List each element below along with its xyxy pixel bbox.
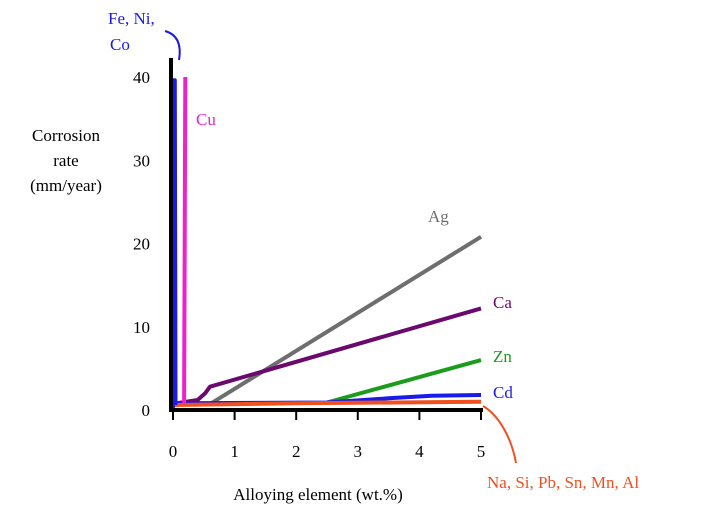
fe-ni-co-leader — [164, 30, 181, 61]
y-tick-label: 0 — [142, 401, 151, 420]
series-label-zn: Zn — [493, 347, 512, 366]
series-label-cd: Cd — [493, 383, 513, 402]
y-ticks: 0 10 20 30 40 — [133, 68, 150, 420]
series-line-fe-ni-co — [171, 78, 178, 409]
y-tick-label: 40 — [133, 68, 150, 87]
na-si-leader — [482, 405, 517, 464]
x-tick-label: 1 — [230, 442, 239, 461]
x-tick-label: 5 — [477, 442, 486, 461]
series-line-ca — [175, 306, 482, 406]
x-tick-label: 2 — [292, 442, 301, 461]
y-axis-title-line-3: (mm/year) — [30, 176, 102, 195]
x-tick-label: 0 — [169, 442, 178, 461]
series-lines — [171, 76, 483, 409]
y-axis-title-line-2: rate — [53, 151, 78, 170]
series-label-cu: Cu — [196, 110, 216, 129]
series-label-ag: Ag — [428, 207, 449, 226]
y-axis-title-line-1: Corrosion — [32, 126, 101, 145]
series-line-ag — [210, 235, 483, 406]
series-label-fe-ni-co-line-2: Co — [110, 35, 130, 54]
series-label-fe-ni-co-line-1: Fe, Ni, — [108, 9, 155, 28]
x-tick-label: 4 — [415, 442, 424, 461]
series-label-na-si-pb-sn-mn-al: Na, Si, Pb, Sn, Mn, Al — [487, 473, 639, 492]
y-tick-label: 20 — [133, 235, 150, 254]
x-ticks: 0 1 2 3 4 5 — [169, 410, 486, 461]
series-line-cu — [182, 76, 188, 405]
x-axis-title: Alloying element (wt.%) — [233, 485, 403, 504]
y-tick-label: 30 — [133, 151, 150, 170]
series-line-zn — [326, 358, 482, 405]
series-line-na-si-pb-sn-mn-al — [172, 399, 482, 407]
x-tick-label: 3 — [354, 442, 363, 461]
series-label-ca: Ca — [493, 293, 512, 312]
y-tick-label: 10 — [133, 318, 150, 337]
